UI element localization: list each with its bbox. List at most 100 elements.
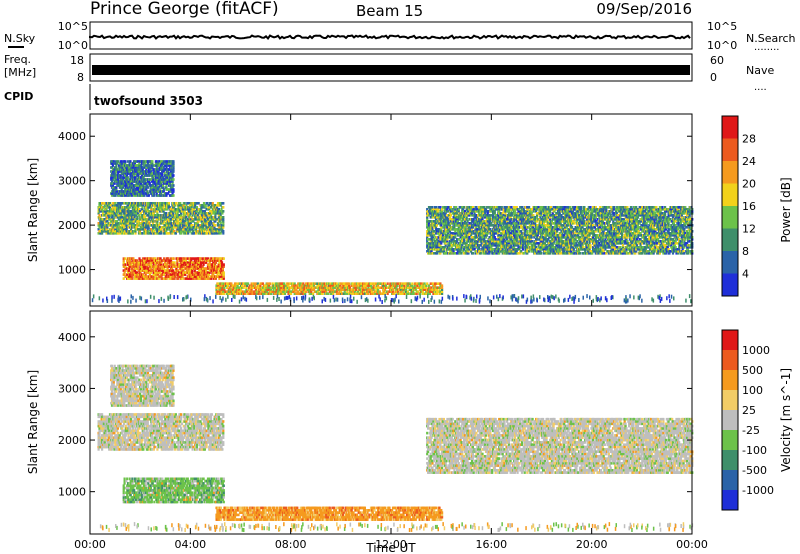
- echo-cell: [134, 230, 137, 233]
- echo-cell: [132, 222, 135, 225]
- echo-cell: [126, 210, 129, 213]
- echo-cell: [120, 214, 123, 217]
- echo-cell: [108, 204, 111, 207]
- echo-cell: [124, 160, 127, 163]
- echo-cell: [123, 226, 126, 229]
- echo-region: [426, 206, 694, 255]
- echo-cell: [179, 226, 182, 229]
- echo-cell: [144, 212, 148, 215]
- echo-cell: [151, 160, 154, 163]
- echo-cell: [112, 218, 115, 221]
- echo-cell: [146, 210, 149, 213]
- echo-cell: [109, 212, 112, 215]
- echo-cell: [117, 224, 120, 227]
- echo-cell: [100, 210, 103, 213]
- echo-cell: [138, 202, 141, 205]
- echo-cell: [101, 224, 105, 227]
- echo-cell: [173, 230, 176, 233]
- echo-cell: [108, 222, 112, 225]
- echo-cell: [164, 208, 167, 211]
- echo-cell: [108, 206, 112, 209]
- echo-cell: [174, 210, 177, 213]
- noise-right-tick-low: 10^0: [707, 39, 737, 52]
- echo-cell: [113, 232, 116, 235]
- echo-cell: [111, 214, 114, 217]
- echo-cell: [160, 204, 163, 207]
- echo-cell: [110, 210, 113, 213]
- echo-cell: [185, 222, 188, 225]
- echo-cell: [183, 230, 186, 233]
- echo-cell: [171, 224, 174, 227]
- echo-cell: [116, 216, 119, 219]
- echo-cell: [98, 214, 101, 217]
- echo-cell: [176, 218, 179, 221]
- echo-cell: [167, 204, 170, 207]
- freq-band: [92, 65, 690, 75]
- nave-label: Nave: [746, 64, 774, 77]
- echo-cell: [121, 218, 124, 221]
- echo-cell: [411, 282, 414, 285]
- echo-cell: [187, 208, 190, 211]
- echo-cell: [143, 226, 146, 229]
- echo-cell: [154, 216, 157, 219]
- echo-cell: [115, 224, 118, 227]
- echo-cell: [152, 222, 155, 225]
- echo-cell: [222, 206, 225, 209]
- echo-cell: [214, 224, 217, 227]
- echo-cell: [146, 228, 149, 231]
- echo-cell: [169, 208, 172, 211]
- echo-cell: [159, 202, 163, 205]
- echo-cell: [167, 220, 170, 223]
- echo-cell: [123, 208, 126, 211]
- echo-cell: [166, 214, 170, 217]
- echo-cell: [158, 228, 161, 231]
- echo-cell: [179, 218, 182, 221]
- echo-region: [110, 160, 175, 197]
- echo-cell: [102, 214, 105, 217]
- echo-cell: [123, 218, 126, 221]
- echo-cell: [132, 230, 135, 233]
- echo-cell: [187, 214, 190, 217]
- echo-cell: [148, 232, 151, 235]
- echo-cell: [128, 230, 131, 233]
- echo-cell: [104, 222, 107, 225]
- echo-cell: [126, 216, 129, 219]
- echo-cell: [101, 212, 105, 215]
- echo-cell: [103, 224, 106, 227]
- echo-cell: [178, 214, 181, 217]
- echo-cell: [177, 222, 180, 225]
- echo-cell: [129, 206, 132, 209]
- echo-cell: [119, 204, 122, 207]
- echo-cell: [172, 218, 175, 221]
- echo-cell: [124, 202, 127, 205]
- freq-frame: [89, 53, 693, 82]
- echo-cell: [122, 224, 125, 227]
- echo-cell: [120, 212, 123, 215]
- echo-cell: [160, 226, 163, 229]
- echo-cell: [167, 232, 170, 235]
- echo-cell: [114, 202, 117, 205]
- echo-cell: [141, 232, 144, 235]
- echo-cell: [142, 224, 145, 227]
- echo-cell: [166, 228, 169, 231]
- echo-cell: [182, 232, 185, 235]
- noise-left-tick-low: 10^0: [58, 39, 88, 52]
- date-title: 09/Sep/2016: [596, 0, 692, 18]
- echo-cell: [132, 218, 135, 221]
- freq-left-tick-high: 18: [70, 54, 84, 67]
- echo-cell: [149, 214, 152, 217]
- echo-cell: [105, 218, 108, 221]
- echo-cell: [471, 252, 474, 255]
- echo-cell: [114, 208, 117, 211]
- echo-cell: [109, 204, 112, 207]
- echo-cell: [142, 220, 145, 223]
- echo-cell: [121, 222, 124, 225]
- echo-cell: [125, 226, 128, 229]
- echo-cell: [138, 210, 141, 213]
- echo-cell: [141, 226, 144, 229]
- echo-cell: [98, 204, 101, 207]
- echo-cell: [130, 202, 134, 205]
- echo-cell: [126, 218, 129, 221]
- echo-cell: [173, 210, 176, 213]
